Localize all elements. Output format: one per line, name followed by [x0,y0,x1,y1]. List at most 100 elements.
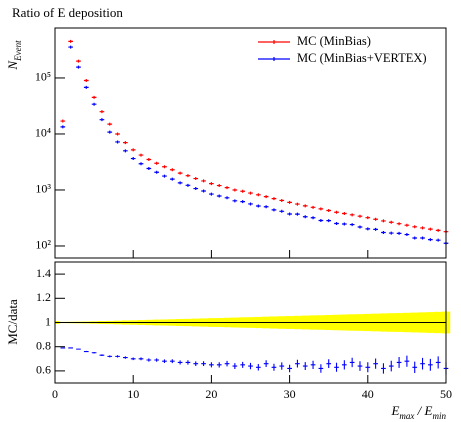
ratio-point [263,360,269,368]
data-point [123,141,128,145]
data-point [91,95,97,99]
data-point [83,79,89,83]
data-point [177,181,183,185]
data-point [154,161,160,165]
data-point [209,192,214,196]
x-axis-title-part: / [414,403,424,418]
ratio-point [193,361,199,366]
ratio-point [138,357,144,361]
data-point [68,45,73,49]
ratio-point [279,362,285,370]
ratio-point [169,359,175,364]
ratio-point [295,359,300,368]
data-point [279,209,285,213]
data-point [349,213,355,217]
chart-title: Ratio of E deposition [12,5,123,20]
data-point [279,198,285,202]
data-point [169,168,175,172]
ratio-point [428,358,433,371]
ratio-point [130,357,136,361]
data-point [76,59,81,63]
ratio-point [209,362,214,368]
data-point [60,119,66,123]
data-point [185,183,191,187]
data-point [341,212,347,216]
x-axis-title-part: E [390,403,399,418]
data-point [115,132,120,136]
ratio-point [420,357,425,370]
ratio-point [224,360,230,367]
x-tick-label: 50 [440,387,452,401]
ratio-point [216,362,222,368]
ratio-point [83,350,89,353]
data-point [216,194,222,198]
y-tick-label: 1.4 [36,266,51,280]
data-point [201,189,206,193]
ratio-point [365,362,371,373]
data-point [107,122,113,126]
data-point [232,188,238,192]
y-axis-title-main: N [5,60,20,71]
plot-frame [54,27,447,259]
data-point [365,227,371,231]
data-point [169,177,175,181]
ratio-point [310,360,316,369]
data-point [99,110,105,114]
data-point [388,231,394,235]
data-point [287,200,292,204]
x-tick-label: 0 [52,387,58,401]
data-point [240,189,246,193]
data-point [107,130,113,134]
ratio-point [396,356,402,368]
ratio-point [435,356,441,369]
ratio-point [60,347,66,349]
x-axis-title-part: E [424,403,433,418]
data-point [412,236,418,240]
data-point [318,207,324,211]
data-point [263,195,269,199]
ratio-point [334,362,339,372]
data-point [76,65,81,69]
data-point [326,219,332,223]
data-point [162,174,167,178]
ratio-point [255,364,261,371]
data-point [60,125,66,129]
data-point [302,215,308,219]
ratio-point [115,355,120,358]
ratio-point [349,357,355,368]
ratio-point [373,358,378,369]
ratio-point [248,362,253,370]
y-tick-label: 1.2 [36,290,51,304]
data-point [99,118,105,122]
plot-frame [54,261,447,384]
data-point [130,157,136,161]
y-axis-title: NEvent [5,40,23,71]
data-point [428,238,433,242]
ratio-point [381,363,386,374]
data-point [271,208,277,212]
data-point [326,209,332,212]
ratio-point [341,360,347,370]
data-point [341,222,347,226]
data-point [373,227,378,231]
data-point [83,85,89,89]
legend-label: MC (MinBias+VERTEX) [297,51,427,65]
data-point [248,191,253,195]
data-point [396,231,402,235]
x-tick-label: 30 [284,387,296,401]
y-tick-label: 0.6 [36,363,51,377]
ratio-point [123,356,128,359]
data-point [310,216,316,220]
data-point [357,225,363,229]
data-point [334,210,339,214]
data-point [381,219,386,223]
x-tick-label: 40 [362,387,374,401]
data-point [201,179,206,183]
data-point [193,187,199,191]
data-point [193,177,199,181]
data-point [255,193,261,197]
data-point [420,236,425,240]
data-point [240,200,246,204]
data-point [232,199,238,203]
data-point [388,220,394,224]
